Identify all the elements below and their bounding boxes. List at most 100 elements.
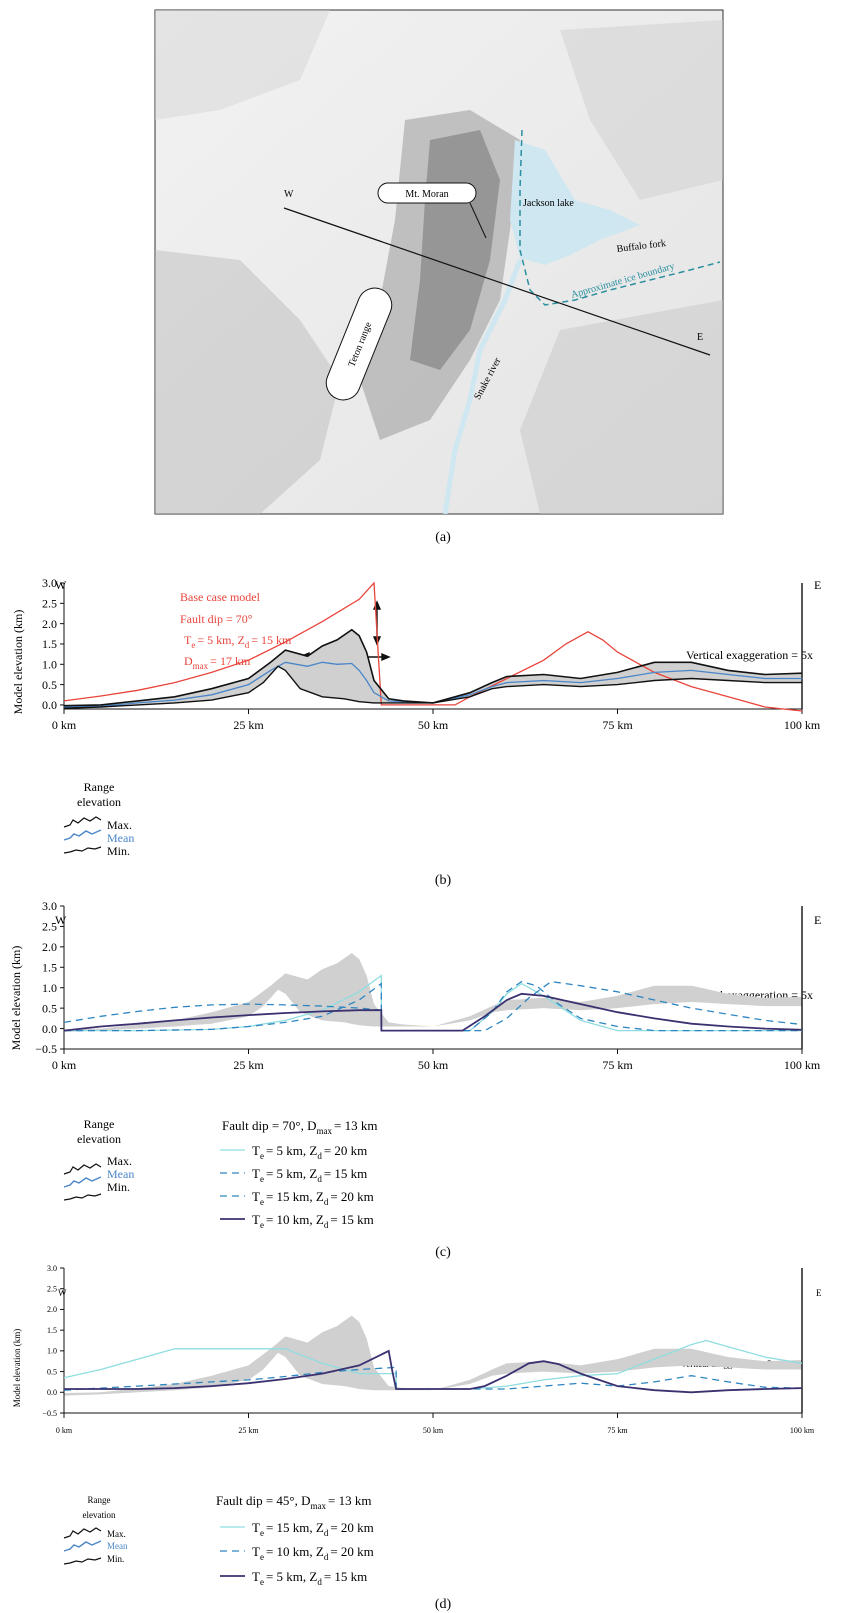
series-model-4 [63,992,803,1032]
plot-area-c: −0.5 0.0 0.5 1.0 1.5 2.0 2.5 3.0 0 km 25 km 50 km 7… [35,899,821,1072]
legend-min: Min. [107,1554,124,1564]
panel-c: W E Model elevation (km) Vertical exagge… [9,913,821,1260]
mt-moran-callout: Mt. Moran [377,182,487,239]
panel-label-a: (a) [435,530,451,545]
model-legend: Te = 5 km, Zd = 20 km Te = 5 km, Zd = 15 km … [220,1143,374,1230]
legend-te10-zd20: Te = 10 km, Zd = 20 km [252,1544,374,1562]
range-legend-title-1: Range [84,780,115,794]
y-tick-label: 1.0 [42,657,57,671]
east-label: E [814,578,821,592]
y-tick-label: 2.5 [42,597,57,611]
panel-label-c: (c) [435,1245,451,1260]
legend-min: Min. [107,844,130,858]
range-legend: Range elevation Max. Mean Min. [63,1117,134,1201]
legend-te5-zd15: Te = 5 km, Zd = 15 km [252,1166,367,1184]
legend-max: Max. [107,1154,132,1168]
annotation-title: Base case model [180,590,261,604]
legend-te5-zd20: Te = 5 km, Zd = 20 km [252,1143,367,1161]
range-legend: Range elevation Max. Mean Min. [63,780,134,858]
y-tick-label: 1.5 [47,1326,57,1335]
range-legend: Range elevation Max. Mean Min. [63,1495,128,1565]
legend-mean: Mean [107,1541,128,1551]
x-tick-label: 75 km [607,1426,628,1435]
x-tick-label: 0 km [52,718,77,732]
legend-max-glyph [63,1527,102,1539]
y-tick-label: 3.0 [42,899,57,913]
x-tick-label: 100 km [784,718,821,732]
terrain-map [154,9,724,515]
panel-d: W E Model elevation (km) Vertical exagge… [12,1288,822,1612]
legend-te5-zd15: Te = 5 km, Zd = 15 km [252,1569,367,1587]
annotation-te: Te = 5 km, Zd = 15 km [184,633,292,650]
legend-min: Min. [107,1180,130,1194]
annotation-base-case: Base case model Fault dip = 70° Te = 5 km… [180,590,292,671]
x-tick-label: 75 km [602,1058,633,1072]
plot-area-d: −0.5 0.0 0.5 1.0 1.5 2.0 2.5 3.0 0 km 25 km 50 km 7… [42,1264,814,1435]
legend-min-glyph [63,846,102,854]
y-axis-label: Model elevation (km) [12,1329,22,1407]
y-tick-label: 0.0 [47,1388,57,1397]
y-tick-label: 0.0 [42,1022,57,1036]
range-elevation-band [64,629,802,709]
x-tick-label: 50 km [418,718,449,732]
y-tick-label: 0.0 [42,698,57,712]
y-tick-label: 2.0 [42,940,57,954]
model-legend-title: Fault dip = 45°, Dmax = 13 km [216,1493,371,1511]
y-tick-label: 0.5 [42,678,57,692]
y-axis-label: Model elevation (km) [11,610,25,715]
range-elevation-band [64,953,802,1032]
legend-mean: Mean [107,831,134,845]
west-label: W [58,1288,67,1298]
range-elevation-band [64,1315,802,1396]
annotation-dip: Fault dip = 70° [180,612,253,626]
east-label: E [816,1288,822,1298]
y-tick-label: 2.0 [47,1305,57,1314]
x-tick-label: 25 km [233,1058,264,1072]
legend-max-glyph [63,1163,102,1175]
range-legend-title-2: elevation [77,1132,121,1146]
y-axis-label: Model elevation (km) [9,946,23,1051]
y-tick-label: 1.0 [47,1347,57,1356]
series-model-2 [64,980,802,1032]
mt-moran-label: Mt. Moran [405,189,448,200]
legend-te15-zd20: Te = 15 km, Zd = 20 km [252,1189,374,1207]
legend-mean-glyph [63,829,102,841]
y-tick-label: 1.5 [42,637,57,651]
series-max [63,628,803,707]
range-legend-title-1: Range [88,1495,111,1505]
legend-mean-glyph [63,1176,102,1188]
model-legend-title: Fault dip = 70°, Dmax = 13 km [222,1118,377,1136]
legend-max: Max. [107,818,132,832]
vertical-exaggeration: Vertical exaggeration = 5x [686,648,813,662]
series-mean [63,661,802,708]
legend-te10-zd15: Te = 10 km, Zd = 15 km [252,1212,374,1230]
model-legend: Te = 15 km, Zd = 20 km Te = 10 km, Zd = 20 k… [220,1520,374,1587]
panel-b: W E Model elevation (km) Base case model… [11,578,821,888]
plot-area-b: 0.0 0.5 1.0 1.5 2.0 2.5 3.0 0 km 25 km 50 km 75 km… [42,576,821,732]
y-tick-label: 2.5 [42,920,57,934]
y-tick-label: 3.0 [42,576,57,590]
x-tick-label: 0 km [52,1058,77,1072]
map-label-w: W [284,189,294,200]
legend-mean-glyph [63,1540,102,1552]
y-tick-label: 0.5 [42,1001,57,1015]
panel-label-b: (b) [435,873,452,888]
x-tick-label: 75 km [602,718,633,732]
x-tick-label: 100 km [784,1058,821,1072]
legend-max: Max. [107,1529,126,1539]
map-label-e: E [697,332,703,343]
y-tick-label: −0.5 [35,1042,57,1056]
series-base-case [63,581,803,712]
x-tick-label: 25 km [233,718,264,732]
range-legend-title-2: elevation [83,1510,116,1520]
range-legend-title-1: Range [84,1117,115,1131]
x-tick-label: 50 km [418,1058,449,1072]
range-legend-title-2: elevation [77,795,121,809]
series-model-3 [64,1349,803,1394]
teton-range-callout: Teton range [325,287,393,401]
y-tick-label: 1.0 [42,981,57,995]
east-label: E [814,913,821,927]
jackson-lake-label: Jackson lake [523,198,574,209]
annotation-dmax: Dmax = 17 km [184,654,251,671]
series-min [63,665,802,709]
